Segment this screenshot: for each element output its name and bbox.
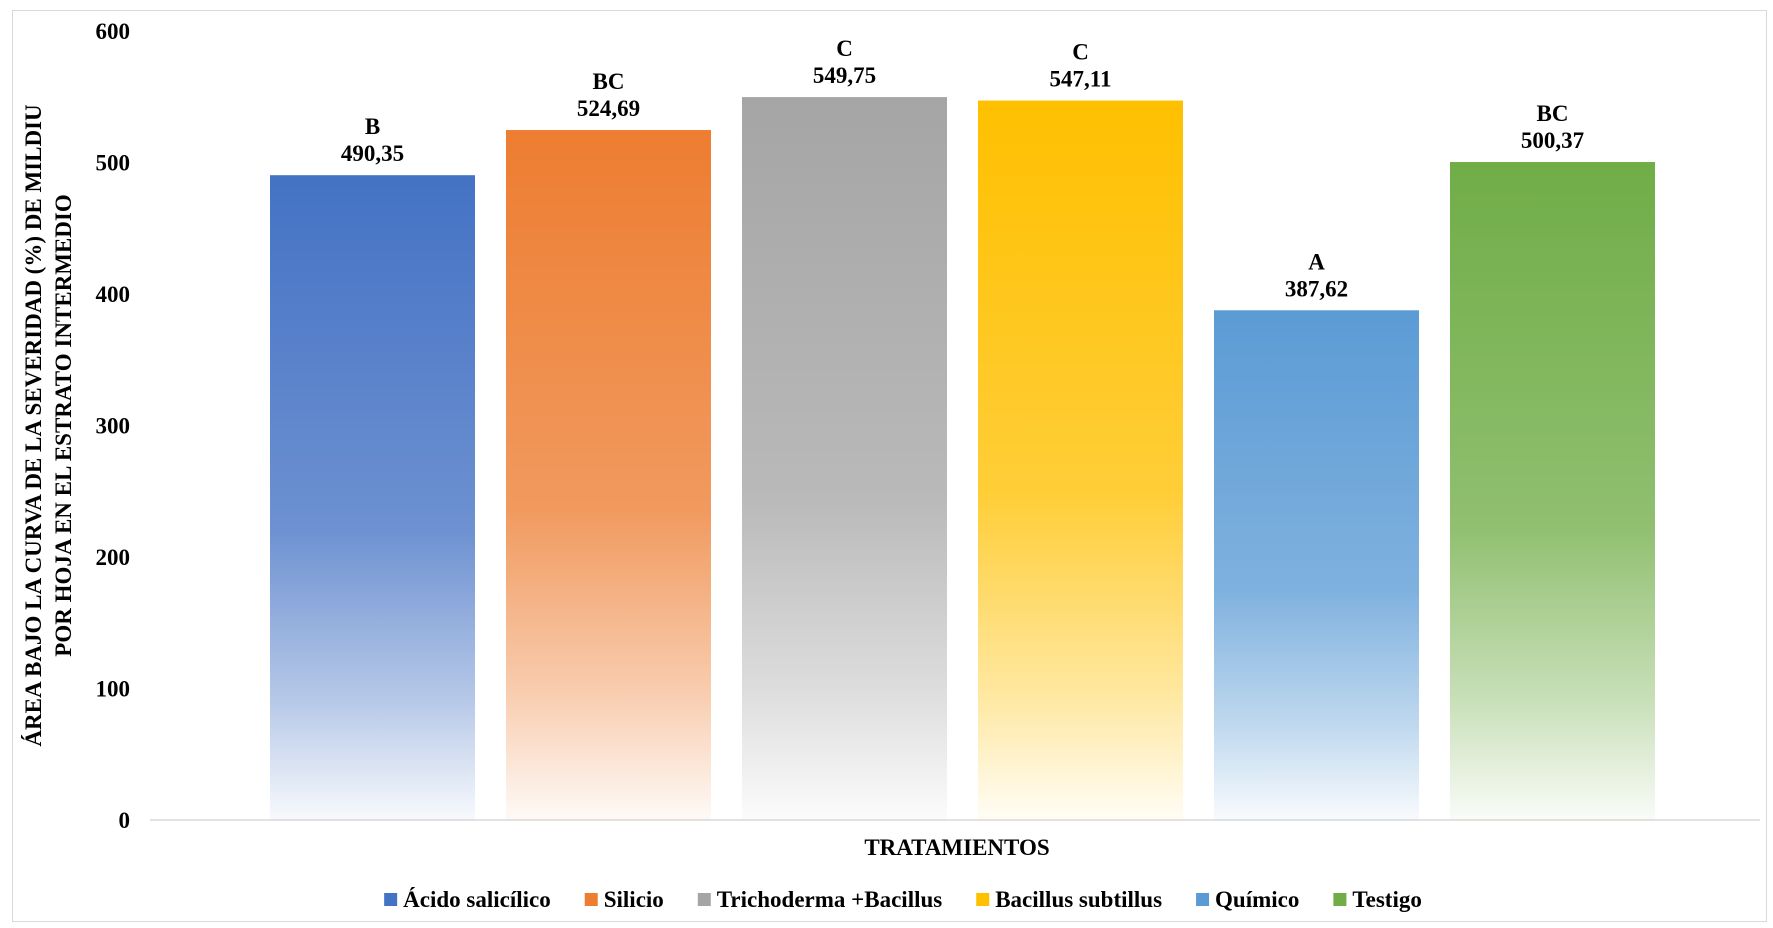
legend-item: Trichoderma +Bacillus bbox=[697, 887, 942, 912]
legend-swatch bbox=[1333, 893, 1347, 906]
data-label: 500,37 bbox=[1521, 128, 1584, 153]
legend-swatch bbox=[1196, 893, 1210, 906]
bar bbox=[1214, 310, 1419, 820]
legend-swatch bbox=[976, 893, 990, 906]
legend-swatch bbox=[384, 893, 398, 906]
bar bbox=[270, 175, 475, 820]
group-letter-label: C bbox=[836, 36, 853, 61]
legend-label: Ácido salicílico bbox=[403, 887, 551, 912]
y-axis-title-line: ÁREA BAJO LA CURVA DE LA SEVERIDAD (%) D… bbox=[21, 104, 46, 747]
legend-item: Ácido salicílico bbox=[384, 887, 551, 912]
y-axis-title-line: POR HOJA EN EL ESTRATO INTERMEDIO bbox=[51, 194, 76, 656]
data-label: 490,35 bbox=[341, 141, 404, 166]
y-tick-label: 0 bbox=[119, 808, 131, 833]
group-letter-label: A bbox=[1308, 249, 1325, 274]
y-tick-label: 200 bbox=[96, 545, 131, 570]
legend-label: Silicio bbox=[604, 887, 664, 912]
y-tick-label: 400 bbox=[96, 282, 131, 307]
data-label: 387,62 bbox=[1285, 276, 1348, 301]
legend-item: Testigo bbox=[1333, 887, 1422, 912]
bars bbox=[270, 97, 1655, 821]
y-tick-label: 500 bbox=[96, 151, 131, 176]
legend: Ácido salicílico Silicio Trichoderma +Baci… bbox=[384, 887, 1422, 912]
bar-labels: B490,35BC524,69C549,75C547,11A387,62BC50… bbox=[341, 36, 1584, 301]
group-letter-label: B bbox=[365, 114, 380, 139]
chart-frame bbox=[12, 10, 1767, 922]
data-label: 524,69 bbox=[577, 96, 640, 121]
legend-label: Bacillus subtillus bbox=[995, 887, 1162, 912]
y-tick-label: 600 bbox=[96, 19, 131, 44]
legend-item: Químico bbox=[1196, 887, 1299, 912]
bar bbox=[978, 100, 1183, 820]
bar bbox=[742, 97, 947, 821]
data-label: 547,11 bbox=[1050, 67, 1112, 92]
legend-label: Químico bbox=[1215, 887, 1299, 912]
legend-item: Silicio bbox=[584, 887, 664, 912]
legend-swatch bbox=[697, 893, 711, 906]
group-letter-label: BC bbox=[593, 69, 625, 94]
group-letter-label: BC bbox=[1537, 101, 1569, 126]
y-tick-label: 100 bbox=[96, 677, 131, 702]
legend-label: Trichoderma +Bacillus bbox=[717, 887, 942, 912]
y-axis-title: ÁREA BAJO LA CURVA DE LA SEVERIDAD (%) D… bbox=[21, 104, 76, 747]
bar bbox=[506, 130, 711, 820]
y-tick-label: 300 bbox=[96, 414, 131, 439]
group-letter-label: C bbox=[1072, 40, 1089, 65]
legend-item: Bacillus subtillus bbox=[976, 887, 1162, 912]
data-label: 549,75 bbox=[813, 63, 876, 88]
legend-label: Testigo bbox=[1352, 887, 1421, 912]
legend-swatch bbox=[584, 893, 598, 906]
x-axis-title: TRATAMIENTOS bbox=[864, 835, 1049, 860]
bar bbox=[1450, 162, 1655, 821]
y-axis-ticks: 0 100 200 300 400 500 600 bbox=[96, 19, 131, 833]
